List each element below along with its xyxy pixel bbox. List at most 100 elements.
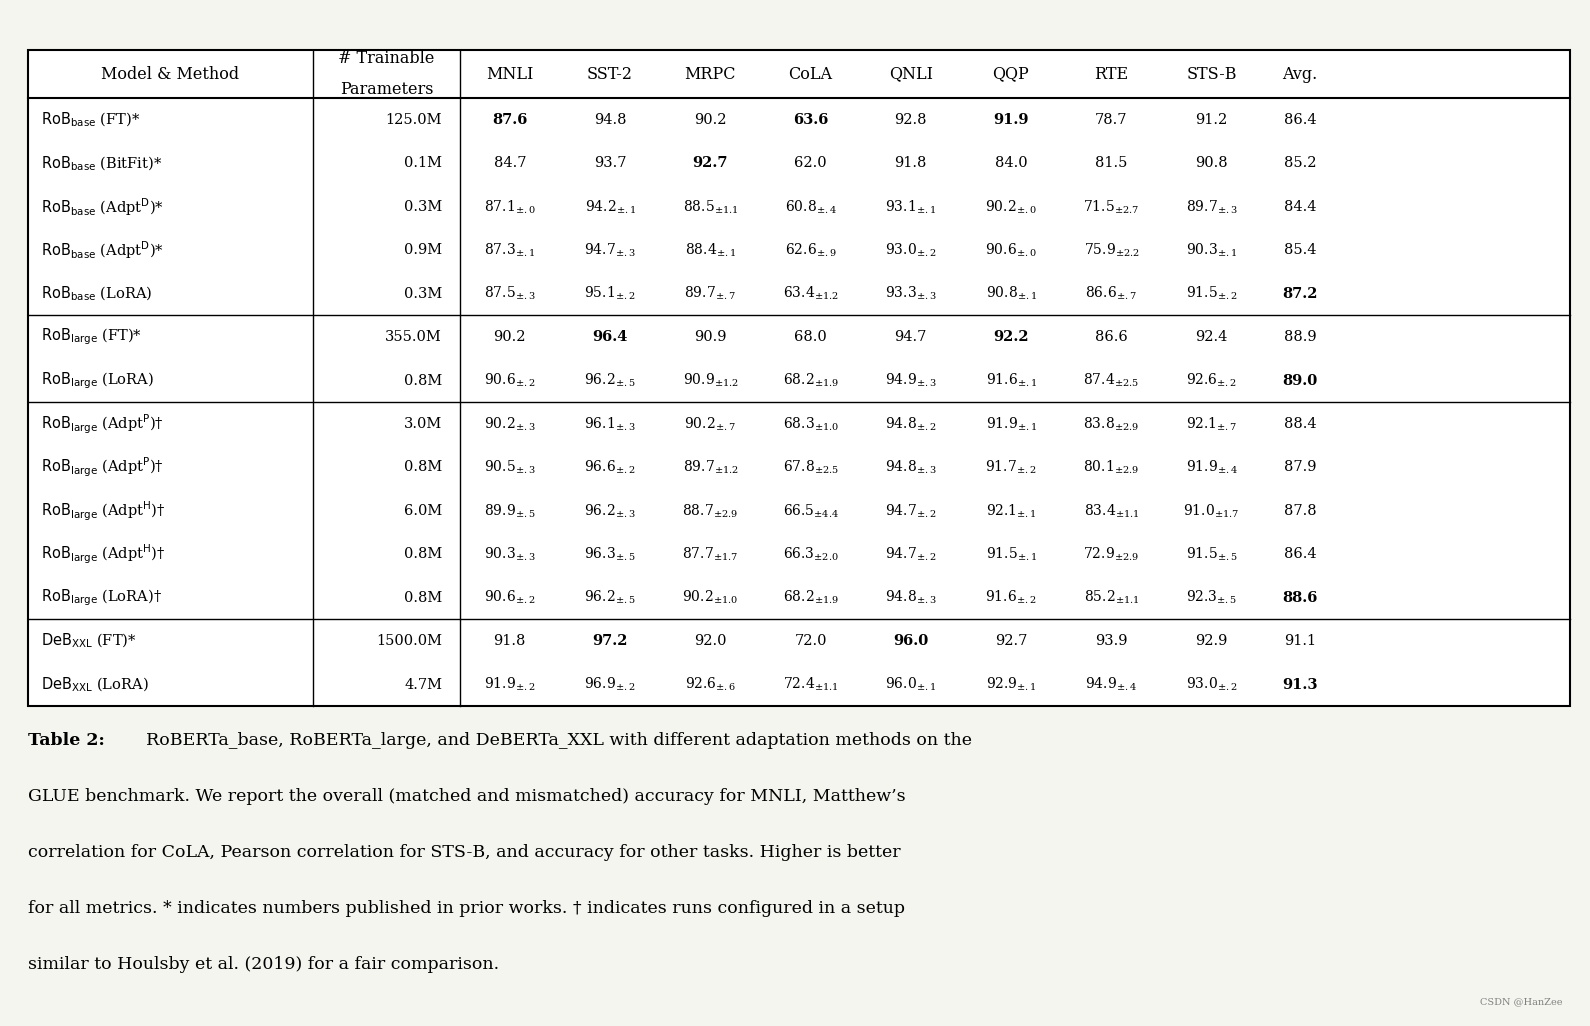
Text: $90.5_{\pm.3}$: $90.5_{\pm.3}$ bbox=[483, 459, 536, 476]
Text: $92.6_{\pm.2}$: $92.6_{\pm.2}$ bbox=[1186, 371, 1237, 389]
Text: $90.2_{\pm.0}$: $90.2_{\pm.0}$ bbox=[986, 198, 1037, 215]
Text: 90.2: 90.2 bbox=[693, 113, 727, 127]
Text: 0.1M: 0.1M bbox=[404, 156, 442, 170]
Text: $87.7_{\pm1.7}$: $87.7_{\pm1.7}$ bbox=[682, 546, 738, 563]
Text: 0.8M: 0.8M bbox=[404, 461, 442, 474]
Text: $91.9_{\pm.1}$: $91.9_{\pm.1}$ bbox=[986, 416, 1037, 433]
Text: $87.5_{\pm.3}$: $87.5_{\pm.3}$ bbox=[483, 285, 536, 303]
Text: $\mathrm{RoB_{large}}$ (Adpt$^\mathrm{H}$)†: $\mathrm{RoB_{large}}$ (Adpt$^\mathrm{H}… bbox=[40, 543, 165, 566]
Text: $90.2_{\pm.3}$: $90.2_{\pm.3}$ bbox=[483, 416, 536, 433]
Text: 4.7M: 4.7M bbox=[404, 677, 442, 692]
Text: $87.3_{\pm.1}$: $87.3_{\pm.1}$ bbox=[485, 241, 536, 259]
Text: 0.3M: 0.3M bbox=[404, 286, 442, 301]
Text: 92.7: 92.7 bbox=[693, 156, 728, 170]
Text: $91.6_{\pm.2}$: $91.6_{\pm.2}$ bbox=[986, 589, 1037, 606]
Text: 68.0: 68.0 bbox=[793, 330, 827, 344]
Text: $96.0_{\pm.1}$: $96.0_{\pm.1}$ bbox=[886, 676, 937, 694]
Text: $88.4_{\pm.1}$: $88.4_{\pm.1}$ bbox=[685, 241, 736, 259]
Text: $68.2_{\pm1.9}$: $68.2_{\pm1.9}$ bbox=[782, 371, 838, 389]
Text: QNLI: QNLI bbox=[889, 66, 933, 82]
Text: 0.8M: 0.8M bbox=[404, 591, 442, 604]
Text: $93.3_{\pm.3}$: $93.3_{\pm.3}$ bbox=[886, 285, 937, 303]
Text: $90.6_{\pm.2}$: $90.6_{\pm.2}$ bbox=[483, 589, 536, 606]
Text: similar to Houlsby et al. (2019) for a fair comparison.: similar to Houlsby et al. (2019) for a f… bbox=[29, 955, 499, 973]
Text: 3.0M: 3.0M bbox=[404, 417, 442, 431]
Text: $94.8_{\pm.3}$: $94.8_{\pm.3}$ bbox=[886, 589, 937, 606]
Text: $\mathrm{RoB_{large}}$ (FT)*: $\mathrm{RoB_{large}}$ (FT)* bbox=[40, 327, 142, 348]
Text: $88.5_{\pm1.1}$: $88.5_{\pm1.1}$ bbox=[682, 198, 738, 215]
Text: $\mathrm{RoB_{large}}$ (Adpt$^\mathrm{P}$)†: $\mathrm{RoB_{large}}$ (Adpt$^\mathrm{P}… bbox=[40, 456, 164, 479]
Text: $75.9_{\pm2.2}$: $75.9_{\pm2.2}$ bbox=[1083, 241, 1138, 259]
Text: $96.6_{\pm.2}$: $96.6_{\pm.2}$ bbox=[585, 459, 636, 476]
Text: 92.7: 92.7 bbox=[995, 634, 1027, 648]
Text: STS-B: STS-B bbox=[1186, 66, 1237, 82]
Text: Avg.: Avg. bbox=[1283, 66, 1318, 82]
Text: $94.7_{\pm.2}$: $94.7_{\pm.2}$ bbox=[886, 502, 937, 519]
Text: $90.9_{\pm1.2}$: $90.9_{\pm1.2}$ bbox=[682, 371, 738, 389]
Text: 88.9: 88.9 bbox=[1283, 330, 1317, 344]
Text: $94.9_{\pm.3}$: $94.9_{\pm.3}$ bbox=[886, 371, 937, 389]
Text: $72.9_{\pm2.9}$: $72.9_{\pm2.9}$ bbox=[1083, 546, 1138, 563]
Text: SST-2: SST-2 bbox=[587, 66, 633, 82]
Text: $\mathrm{RoB_{base}}$ (FT)*: $\mathrm{RoB_{base}}$ (FT)* bbox=[40, 111, 140, 129]
Text: 93.9: 93.9 bbox=[1096, 634, 1127, 648]
Text: $\mathrm{RoB_{base}}$ (Adpt$^\mathrm{D}$)*: $\mathrm{RoB_{base}}$ (Adpt$^\mathrm{D}$… bbox=[40, 196, 164, 218]
Text: for all metrics. * indicates numbers published in prior works. † indicates runs : for all metrics. * indicates numbers pub… bbox=[29, 900, 905, 916]
Text: $96.1_{\pm.3}$: $96.1_{\pm.3}$ bbox=[584, 416, 636, 433]
Text: $93.0_{\pm.2}$: $93.0_{\pm.2}$ bbox=[1186, 676, 1237, 694]
Text: $93.1_{\pm.1}$: $93.1_{\pm.1}$ bbox=[886, 198, 937, 215]
Text: $92.9_{\pm.1}$: $92.9_{\pm.1}$ bbox=[986, 676, 1037, 694]
Bar bbox=[29, 50, 1569, 706]
Text: $90.2_{\pm.7}$: $90.2_{\pm.7}$ bbox=[684, 416, 736, 433]
Text: CoLA: CoLA bbox=[789, 66, 833, 82]
Text: 91.9: 91.9 bbox=[994, 113, 1029, 127]
Text: $89.7_{\pm1.2}$: $89.7_{\pm1.2}$ bbox=[682, 459, 738, 476]
Text: CSDN @HanZee: CSDN @HanZee bbox=[1480, 997, 1561, 1007]
Text: $89.9_{\pm.5}$: $89.9_{\pm.5}$ bbox=[483, 502, 536, 519]
Text: 0.8M: 0.8M bbox=[404, 373, 442, 388]
Text: $67.8_{\pm2.5}$: $67.8_{\pm2.5}$ bbox=[782, 459, 838, 476]
Text: 91.3: 91.3 bbox=[1283, 677, 1318, 692]
Text: $92.6_{\pm.6}$: $92.6_{\pm.6}$ bbox=[685, 676, 736, 694]
Text: GLUE benchmark. We report the overall (matched and mismatched) accuracy for MNLI: GLUE benchmark. We report the overall (m… bbox=[29, 788, 906, 804]
Text: Model & Method: Model & Method bbox=[102, 66, 240, 82]
Text: 86.6: 86.6 bbox=[1096, 330, 1127, 344]
Text: $90.8_{\pm.1}$: $90.8_{\pm.1}$ bbox=[986, 285, 1037, 303]
Text: $68.2_{\pm1.9}$: $68.2_{\pm1.9}$ bbox=[782, 589, 838, 606]
Text: $83.4_{\pm1.1}$: $83.4_{\pm1.1}$ bbox=[1083, 502, 1138, 519]
Text: $87.4_{\pm2.5}$: $87.4_{\pm2.5}$ bbox=[1083, 371, 1138, 389]
Text: $96.2_{\pm.5}$: $96.2_{\pm.5}$ bbox=[584, 371, 636, 389]
Text: $60.8_{\pm.4}$: $60.8_{\pm.4}$ bbox=[784, 198, 836, 215]
Text: 87.6: 87.6 bbox=[493, 113, 528, 127]
Text: 0.9M: 0.9M bbox=[404, 243, 442, 258]
Text: # Trainable: # Trainable bbox=[339, 50, 434, 68]
Text: 91.8: 91.8 bbox=[895, 156, 927, 170]
Text: MRPC: MRPC bbox=[685, 66, 736, 82]
Text: 87.8: 87.8 bbox=[1283, 504, 1317, 518]
Text: 94.8: 94.8 bbox=[593, 113, 626, 127]
Text: 0.8M: 0.8M bbox=[404, 547, 442, 561]
Text: $\mathrm{RoB_{base}}$ (LoRA): $\mathrm{RoB_{base}}$ (LoRA) bbox=[40, 284, 151, 303]
Text: 81.5: 81.5 bbox=[1096, 156, 1127, 170]
Text: 84.4: 84.4 bbox=[1283, 200, 1317, 213]
Text: $94.7_{\pm.2}$: $94.7_{\pm.2}$ bbox=[886, 546, 937, 563]
Text: Table 2:: Table 2: bbox=[29, 732, 105, 749]
Text: $87.1_{\pm.0}$: $87.1_{\pm.0}$ bbox=[483, 198, 536, 215]
Text: 84.7: 84.7 bbox=[493, 156, 526, 170]
Text: $91.7_{\pm.2}$: $91.7_{\pm.2}$ bbox=[986, 459, 1037, 476]
Text: 88.4: 88.4 bbox=[1283, 417, 1317, 431]
Text: 78.7: 78.7 bbox=[1096, 113, 1127, 127]
Text: 86.4: 86.4 bbox=[1283, 113, 1317, 127]
Text: 90.9: 90.9 bbox=[693, 330, 727, 344]
Text: $94.9_{\pm.4}$: $94.9_{\pm.4}$ bbox=[1086, 676, 1137, 694]
Text: $92.1_{\pm.1}$: $92.1_{\pm.1}$ bbox=[986, 502, 1037, 519]
Text: 72.0: 72.0 bbox=[795, 634, 827, 648]
Text: $96.9_{\pm.2}$: $96.9_{\pm.2}$ bbox=[585, 676, 636, 694]
Text: $88.7_{\pm2.9}$: $88.7_{\pm2.9}$ bbox=[682, 502, 738, 519]
Text: 355.0M: 355.0M bbox=[385, 330, 442, 344]
Text: 97.2: 97.2 bbox=[593, 634, 628, 648]
Text: RoBERTa_base, RoBERTa_large, and DeBERTa_XXL with different adaptation methods o: RoBERTa_base, RoBERTa_large, and DeBERTa… bbox=[135, 732, 973, 749]
Text: 89.0: 89.0 bbox=[1283, 373, 1318, 388]
Text: $94.8_{\pm.2}$: $94.8_{\pm.2}$ bbox=[886, 416, 937, 433]
Text: 93.7: 93.7 bbox=[593, 156, 626, 170]
